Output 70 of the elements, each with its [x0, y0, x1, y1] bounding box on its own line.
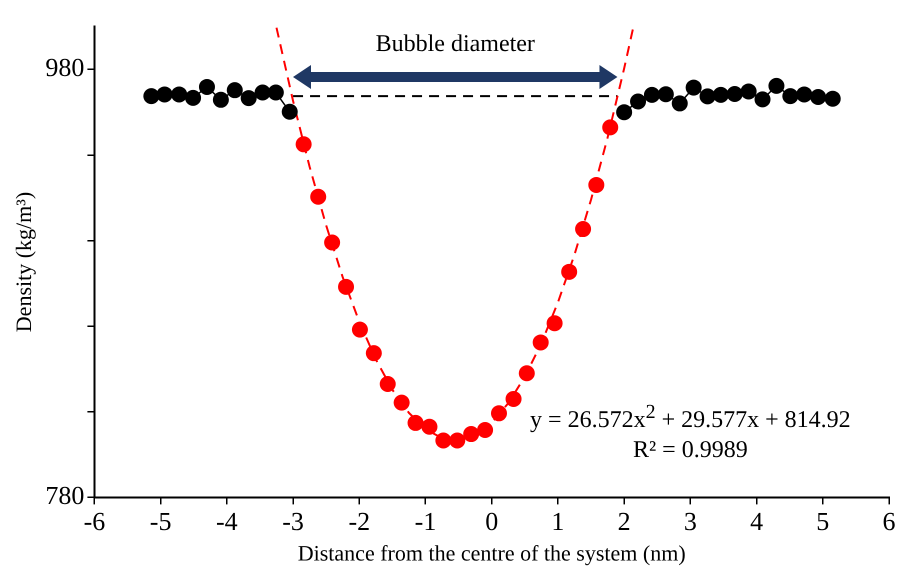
annotation: y = 26.572x$^{2}$ + 29.577x + 814.92	[530, 400, 851, 436]
point	[226, 82, 243, 98]
point	[782, 88, 798, 104]
point	[726, 86, 743, 102]
point	[810, 89, 826, 106]
x-tick-label: -6	[84, 506, 106, 536]
point	[630, 94, 646, 110]
x-tick-label: -2	[348, 506, 370, 536]
point	[686, 80, 702, 96]
x-tick-label: 1	[551, 506, 564, 536]
point	[408, 414, 424, 431]
point	[254, 84, 271, 101]
point	[824, 90, 841, 107]
x-tick-label: 5	[816, 506, 830, 536]
y-axis-title: Density (kg/m³)	[10, 192, 36, 332]
x-axis-title: Distance from the centre of the system (nm)	[298, 540, 686, 566]
point	[212, 92, 229, 108]
point	[712, 86, 729, 103]
point	[506, 390, 522, 407]
point	[156, 86, 173, 102]
point	[700, 88, 716, 104]
point	[588, 176, 604, 193]
y-tick-label: 980	[45, 53, 84, 82]
point	[421, 418, 438, 435]
point	[268, 84, 284, 101]
point	[768, 78, 784, 94]
point	[143, 88, 160, 104]
point	[796, 86, 812, 102]
point	[338, 278, 354, 295]
point	[754, 91, 771, 108]
point	[518, 365, 535, 382]
point	[658, 86, 674, 102]
point	[449, 432, 466, 448]
point	[575, 221, 592, 238]
point	[185, 90, 202, 106]
point	[490, 405, 507, 422]
point	[561, 264, 578, 280]
point	[477, 422, 494, 438]
x-tick-label: 0	[485, 506, 498, 536]
point	[240, 90, 257, 106]
y-tick-label: 780	[45, 481, 84, 510]
point	[435, 432, 452, 448]
point	[324, 234, 340, 251]
point	[616, 104, 632, 120]
point	[296, 136, 312, 152]
point	[740, 83, 757, 100]
point	[282, 104, 298, 120]
x-tick-label: 6	[882, 506, 896, 536]
point	[352, 322, 368, 338]
x-tick-label: 4	[750, 506, 764, 536]
x-tick-label: -5	[150, 506, 172, 536]
point	[394, 394, 410, 411]
point	[366, 345, 382, 362]
point	[198, 78, 215, 95]
point	[644, 86, 660, 103]
point	[310, 188, 326, 205]
x-tick-label: -4	[216, 506, 238, 536]
point	[532, 334, 549, 350]
point	[672, 95, 688, 112]
x-tick-label: -1	[414, 506, 436, 536]
point	[463, 426, 480, 442]
point	[380, 376, 396, 392]
point	[602, 119, 618, 136]
annotation: Bubble diameter	[376, 30, 535, 58]
point	[171, 86, 188, 102]
x-tick-label: 2	[618, 506, 631, 536]
annotation: R² = 0.9989	[632, 436, 749, 466]
x-tick-label: 3	[684, 506, 697, 536]
x-tick-label: -3	[282, 506, 304, 536]
point	[546, 315, 563, 332]
